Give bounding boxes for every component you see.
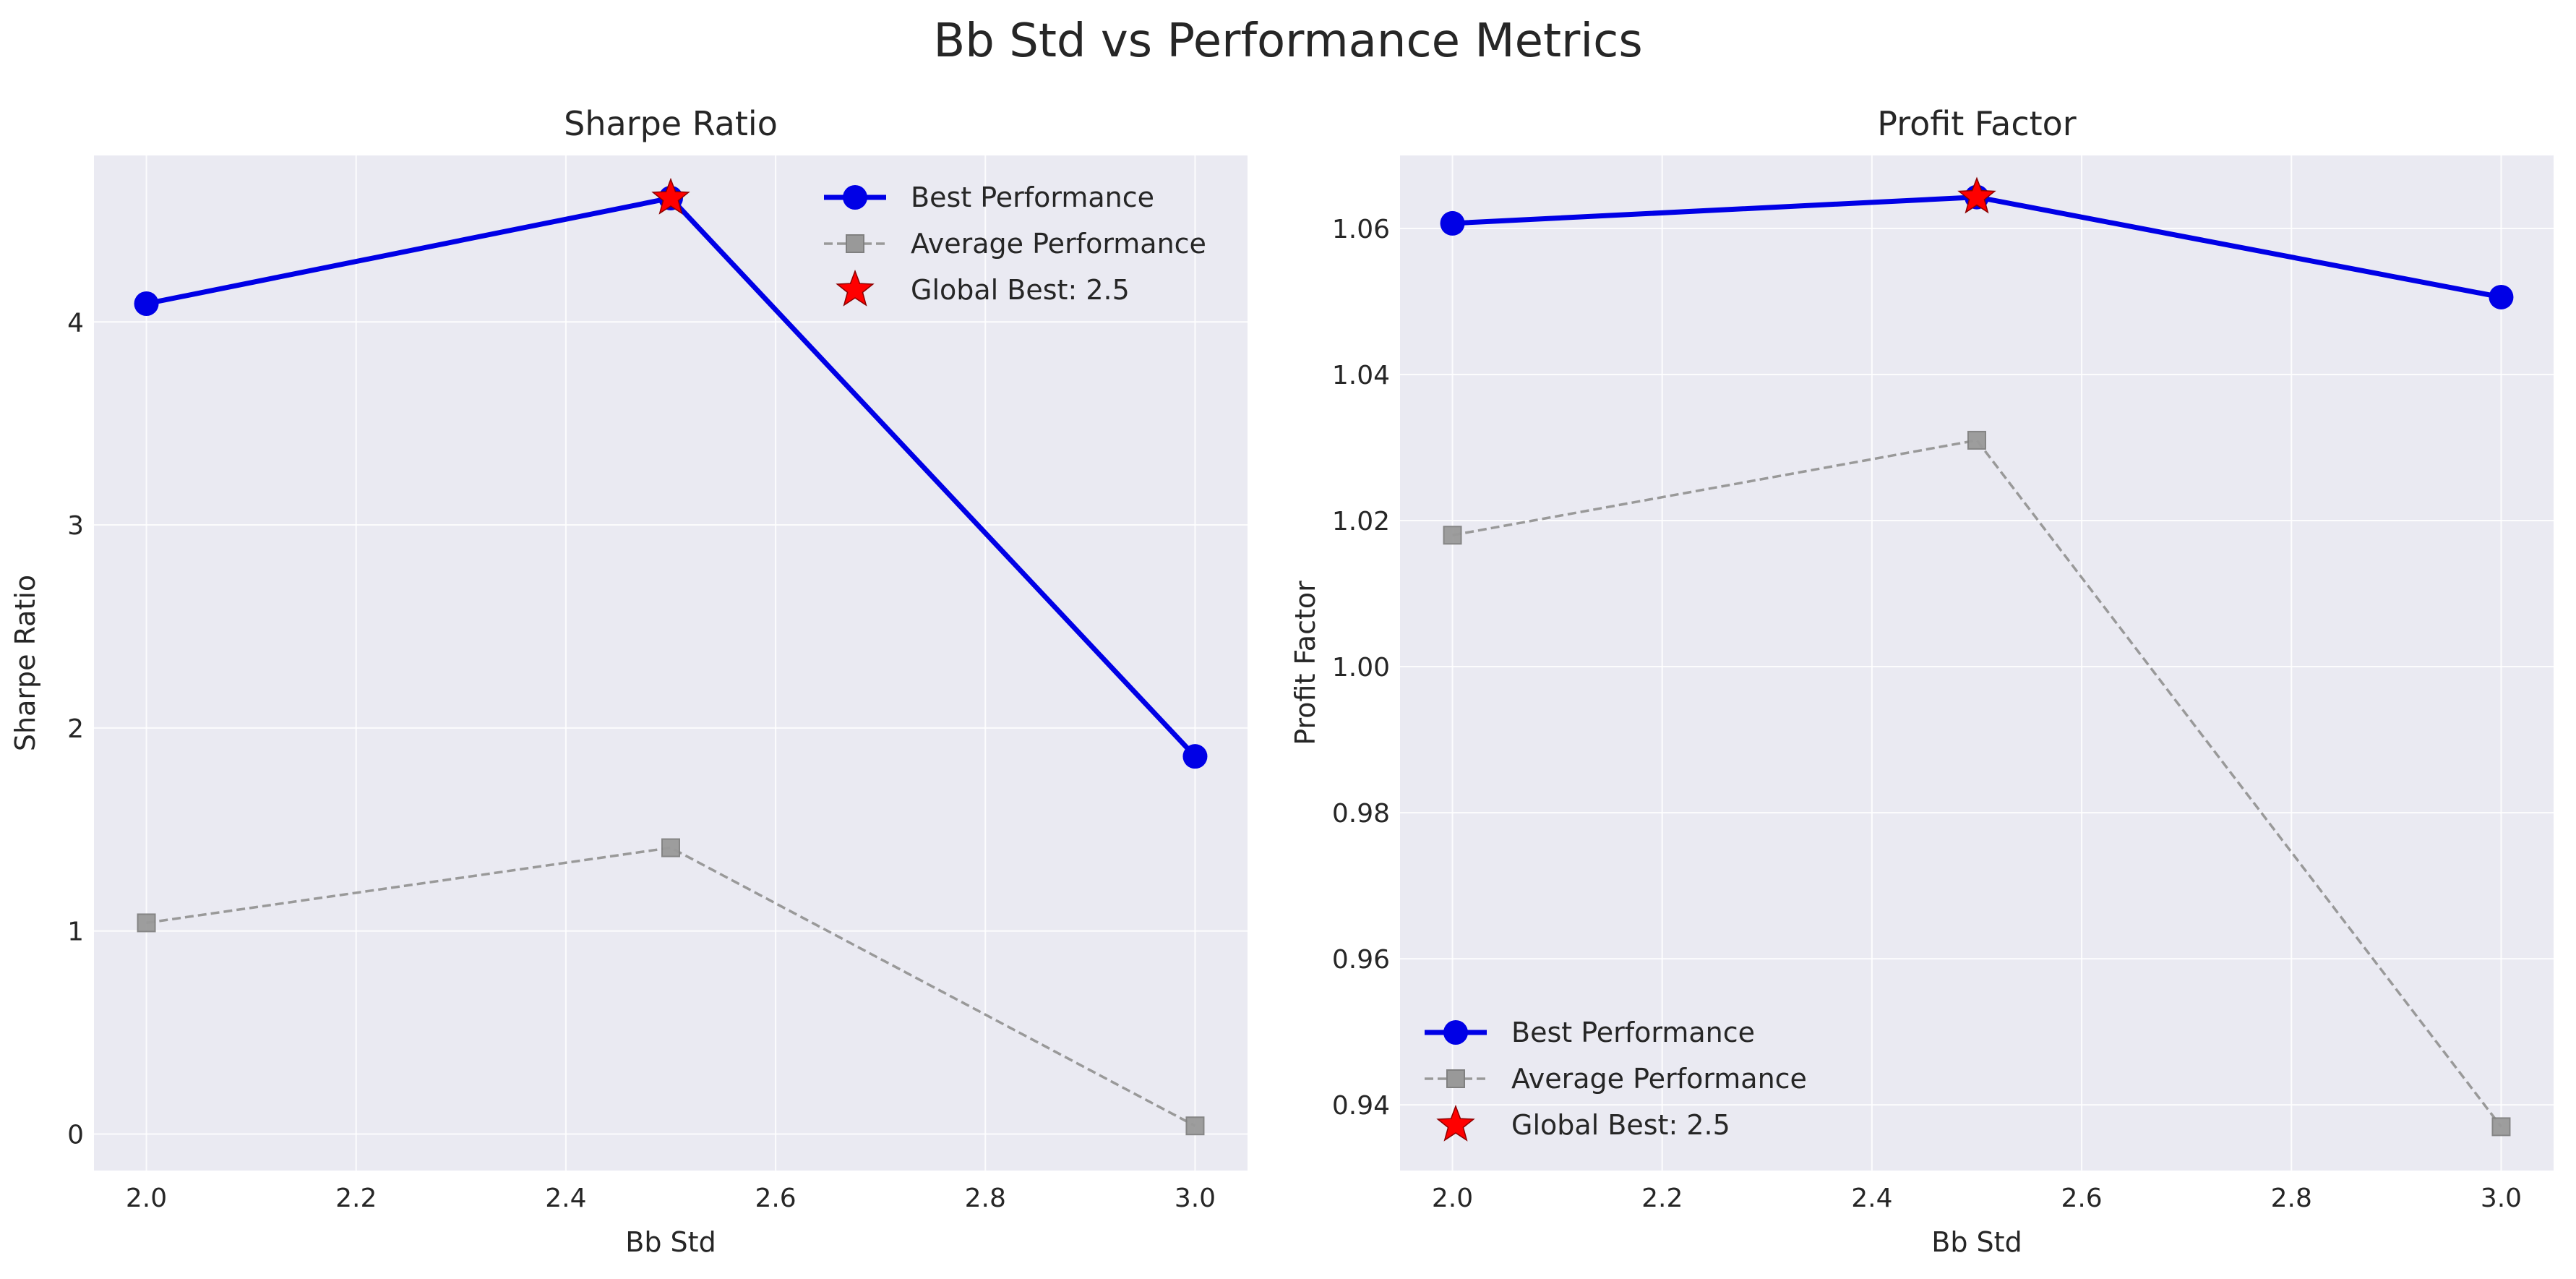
legend-label-average: Average Performance bbox=[911, 228, 1206, 260]
y-tick-label: 4 bbox=[67, 308, 84, 338]
legend-label-best: Best Performance bbox=[911, 181, 1154, 213]
grid-lines bbox=[1400, 155, 2554, 1171]
point-average bbox=[2491, 1117, 2511, 1137]
y-axis-label: Profit Factor bbox=[1289, 581, 1321, 745]
x-axis-label: Bb Std bbox=[1931, 1226, 2022, 1258]
y-tick-label: 0.94 bbox=[1332, 1091, 1390, 1121]
series-line-average bbox=[146, 846, 1196, 1127]
point-average bbox=[137, 913, 156, 933]
panel-sharpe-ratio: 2.0 2.2 2.4 2.6 2.8 3.0 0 1 2 3 4 Sharpe Ratio Bb St… bbox=[9, 104, 1248, 1258]
y-tick-label: 0.98 bbox=[1332, 799, 1390, 829]
legend: Best Performance Average Performance Globa… bbox=[1425, 1017, 1807, 1142]
y-tick-label: 3 bbox=[67, 511, 84, 541]
y-tick-label: 1.02 bbox=[1332, 507, 1390, 536]
x-tick-label: 2.4 bbox=[1851, 1184, 1892, 1213]
panel-title: Sharpe Ratio bbox=[564, 104, 778, 143]
point-best bbox=[134, 291, 159, 316]
legend-label-global-best: Global Best: 2.5 bbox=[911, 274, 1130, 306]
legend: Best Performance Average Performance Globa… bbox=[824, 181, 1206, 307]
legend-swatch-best-marker bbox=[843, 185, 867, 210]
figure-title: Bb Std vs Performance Metrics bbox=[933, 14, 1642, 68]
legend-swatch-global-best bbox=[836, 269, 875, 307]
x-tick-label: 2.8 bbox=[965, 1184, 1006, 1213]
x-tick-label: 2.0 bbox=[1432, 1184, 1473, 1213]
x-tick-label: 2.0 bbox=[126, 1184, 167, 1213]
panel-profit-factor: 2.0 2.2 2.4 2.6 2.8 3.0 0.94 0.96 0.98 1.00 1.02 1.… bbox=[1289, 104, 2554, 1258]
y-tick-label: 2 bbox=[67, 714, 84, 744]
x-tick-label: 2.6 bbox=[755, 1184, 796, 1213]
y-tick-label: 1.04 bbox=[1332, 361, 1390, 390]
point-average bbox=[1443, 526, 1462, 545]
legend-swatch-average-marker bbox=[846, 234, 864, 253]
x-tick-label: 2.2 bbox=[1641, 1184, 1683, 1213]
legend-swatch-average-marker bbox=[1446, 1069, 1465, 1088]
point-average bbox=[1185, 1116, 1205, 1136]
y-tick-label: 1.00 bbox=[1332, 653, 1390, 683]
legend-swatch-best-marker bbox=[1443, 1020, 1468, 1045]
plot-area bbox=[94, 155, 1248, 1171]
x-axis-label: Bb Std bbox=[625, 1226, 716, 1258]
legend-label-global-best: Global Best: 2.5 bbox=[1511, 1109, 1730, 1141]
y-axis-label: Sharpe Ratio bbox=[9, 575, 41, 751]
point-best bbox=[2489, 284, 2514, 309]
y-tick-label: 0.96 bbox=[1332, 945, 1390, 975]
plot-area bbox=[1400, 155, 2554, 1171]
grid-lines bbox=[94, 155, 1248, 1171]
x-tick-label: 2.4 bbox=[545, 1184, 586, 1213]
y-tick-label: 1 bbox=[67, 917, 84, 947]
global-best-marker bbox=[1957, 176, 1996, 214]
y-tick-label: 1.06 bbox=[1332, 215, 1390, 244]
point-best bbox=[1440, 210, 1465, 236]
x-tick-label: 3.0 bbox=[1175, 1184, 1216, 1213]
x-tick-label: 2.2 bbox=[335, 1184, 377, 1213]
panel-title: Profit Factor bbox=[1877, 104, 2077, 143]
x-tick-label: 2.8 bbox=[2271, 1184, 2312, 1213]
x-tick-label: 2.6 bbox=[2061, 1184, 2102, 1213]
global-best-marker bbox=[651, 177, 690, 215]
point-best bbox=[1182, 744, 1208, 769]
point-average bbox=[661, 838, 680, 857]
legend-label-best: Best Performance bbox=[1511, 1017, 1755, 1048]
legend-swatch-global-best bbox=[1436, 1104, 1475, 1142]
y-tick-label: 0 bbox=[67, 1120, 84, 1150]
x-tick-label: 3.0 bbox=[2481, 1184, 2522, 1213]
series-line-average bbox=[1452, 438, 2502, 1128]
point-average bbox=[1967, 430, 1986, 450]
legend-label-average: Average Performance bbox=[1511, 1063, 1807, 1095]
